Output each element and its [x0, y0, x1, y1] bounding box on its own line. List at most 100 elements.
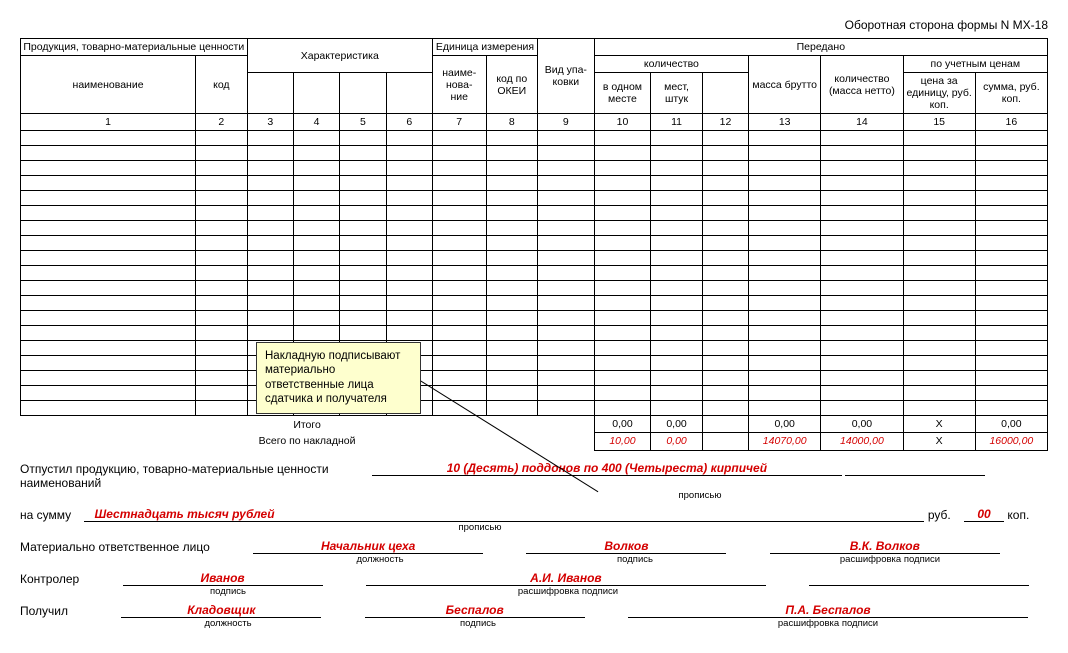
table-cell: [975, 206, 1047, 221]
table-cell: [903, 251, 975, 266]
table-cell: [975, 341, 1047, 356]
table-cell: [486, 281, 538, 296]
table-cell: [821, 221, 903, 236]
hdr-product: Продукция, товарно-материальные ценности: [21, 39, 248, 56]
itogo-c15: Х: [903, 416, 975, 433]
table-cell: [821, 176, 903, 191]
hdr-price-unit: цена за единицу, руб. коп.: [903, 73, 975, 114]
hdr-code: код: [196, 56, 247, 114]
released-text: 10 (Десять) поддонов по 400 (Четыреста) …: [372, 461, 842, 476]
table-cell: [340, 161, 386, 176]
sum-words: Шестнадцать тысяч рублей: [84, 507, 924, 522]
table-cell: [21, 146, 196, 161]
table-cell: [196, 371, 247, 386]
table-cell: [432, 341, 486, 356]
table-cell: [903, 221, 975, 236]
table-cell: [903, 131, 975, 146]
table-cell: [975, 161, 1047, 176]
controller-label: Контролер: [20, 572, 79, 586]
hdr-sum: сумма, руб. коп.: [975, 73, 1047, 114]
hdr-quantity: количество: [594, 56, 748, 73]
received-label: Получил: [20, 604, 68, 618]
table-cell: [702, 341, 748, 356]
table-cell: [386, 251, 432, 266]
table-cell: [538, 341, 595, 356]
names-label: наименований: [20, 476, 101, 490]
hdr-col12: [702, 73, 748, 114]
table-cell: [21, 191, 196, 206]
table-cell: [651, 386, 702, 401]
table-cell: [386, 326, 432, 341]
table-cell: [702, 131, 748, 146]
itogo-c16: 0,00: [975, 416, 1047, 433]
table-cell: [486, 326, 538, 341]
table-cell: [975, 386, 1047, 401]
table-cell: [432, 146, 486, 161]
itogo-c12: [702, 416, 748, 433]
table-cell: [749, 266, 821, 281]
table-cell: [749, 191, 821, 206]
table-cell: [975, 311, 1047, 326]
table-cell: [293, 326, 339, 341]
table-cell: [538, 266, 595, 281]
coln-2: 2: [196, 114, 247, 131]
table-cell: [196, 266, 247, 281]
sub-decode-2: расшифровка подписи: [368, 586, 768, 597]
resp-pos: Начальник цеха: [253, 539, 483, 554]
table-cell: [538, 281, 595, 296]
table-cell: [702, 371, 748, 386]
table-cell: [486, 161, 538, 176]
table-cell: [432, 176, 486, 191]
table-cell: [594, 341, 651, 356]
table-cell: [386, 206, 432, 221]
table-cell: [903, 191, 975, 206]
table-cell: [651, 401, 702, 416]
table-cell: [903, 386, 975, 401]
hdr-in-one: в одном месте: [594, 73, 651, 114]
table-cell: [749, 371, 821, 386]
table-row: [21, 371, 1048, 386]
hdr-transferred: Передано: [594, 39, 1047, 56]
table-cell: [340, 281, 386, 296]
table-cell: [486, 131, 538, 146]
table-cell: [538, 311, 595, 326]
table-cell: [196, 341, 247, 356]
table-cell: [486, 266, 538, 281]
table-cell: [196, 161, 247, 176]
table-cell: [821, 131, 903, 146]
table-cell: [21, 161, 196, 176]
table-cell: [821, 296, 903, 311]
table-cell: [749, 356, 821, 371]
table-cell: [821, 356, 903, 371]
table-cell: [486, 311, 538, 326]
tooltip-note: Накладную подписывают материально ответс…: [256, 342, 421, 414]
table-cell: [749, 401, 821, 416]
table-cell: [538, 386, 595, 401]
table-cell: [21, 221, 196, 236]
hdr-name: наименование: [21, 56, 196, 114]
propis-1: прописью: [640, 490, 760, 501]
itogo-c11: 0,00: [651, 416, 702, 433]
table-cell: [538, 221, 595, 236]
vsego-c15: Х: [903, 433, 975, 450]
table-row: [21, 281, 1048, 296]
sum-label: на сумму: [20, 508, 71, 522]
table-cell: [651, 236, 702, 251]
table-cell: [651, 131, 702, 146]
table-cell: [21, 176, 196, 191]
table-cell: [903, 176, 975, 191]
table-cell: [821, 386, 903, 401]
table-cell: [749, 296, 821, 311]
table-cell: [432, 296, 486, 311]
table-cell: [486, 356, 538, 371]
table-cell: [702, 161, 748, 176]
resp-sign: Волков: [526, 539, 726, 554]
table-cell: [702, 386, 748, 401]
table-row: [21, 401, 1048, 416]
coln-5: 5: [340, 114, 386, 131]
table-cell: [247, 161, 293, 176]
hdr-char: Характеристика: [247, 39, 432, 73]
itogo-c10: 0,00: [594, 416, 651, 433]
col-number-row: 1 2 3 4 5 6 7 8 9 10 11 12 13 14 15 16: [21, 114, 1048, 131]
table-cell: [432, 131, 486, 146]
